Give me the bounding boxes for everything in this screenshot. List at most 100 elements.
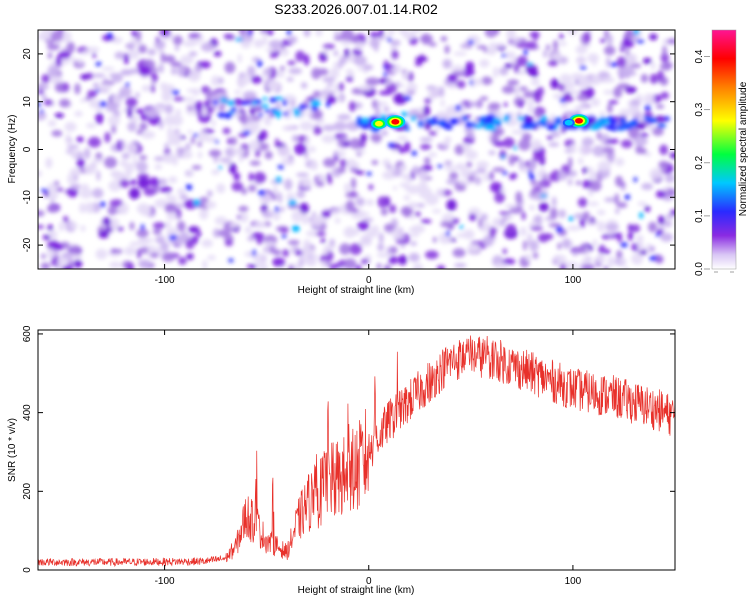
heatmap-cell bbox=[659, 144, 669, 156]
heatmap-cell bbox=[139, 155, 148, 161]
heatmap-cell bbox=[120, 69, 133, 76]
heatmap-cell bbox=[449, 171, 459, 180]
heatmap-cell bbox=[348, 101, 356, 112]
heatmap-cell bbox=[234, 89, 242, 95]
heatmap-cell bbox=[372, 99, 377, 110]
heatmap-cell bbox=[263, 115, 272, 126]
snr-panel: -100 0 100 0 200 400 600 Height of straight l… bbox=[7, 325, 676, 596]
heatmap-cell bbox=[353, 55, 367, 66]
snr-x-axis: -100 0 100 bbox=[155, 330, 582, 587]
heatmap-cell bbox=[310, 160, 318, 171]
heatmap-cell bbox=[620, 46, 625, 53]
heatmap-cell bbox=[172, 35, 183, 46]
heatmap-cell bbox=[159, 186, 172, 193]
heatmap-line-cell bbox=[524, 116, 534, 122]
heatmap-cell bbox=[152, 222, 166, 229]
heatmap-cell bbox=[383, 72, 388, 77]
heatmap-cell bbox=[110, 170, 122, 178]
heatmap-cell bbox=[303, 239, 311, 250]
heatmap-cell bbox=[166, 191, 171, 202]
heatmap-cell bbox=[631, 224, 641, 233]
heatmap-y-tick-label: -20 bbox=[22, 237, 33, 252]
heatmap-cell bbox=[621, 39, 635, 48]
heatmap-cell bbox=[615, 157, 625, 167]
heatmap-cell bbox=[224, 61, 236, 74]
heatmap-cell bbox=[253, 39, 264, 48]
heatmap-cell bbox=[291, 225, 300, 232]
heatmap-cell bbox=[326, 100, 331, 108]
heatmap-cell bbox=[188, 70, 201, 82]
heatmap-cell bbox=[392, 169, 402, 177]
heatmap-line-cell bbox=[356, 116, 363, 123]
heatmap-cell bbox=[54, 243, 64, 251]
heatmap-cell bbox=[247, 65, 256, 77]
heatmap-cell bbox=[217, 229, 231, 237]
heatmap-cell bbox=[526, 62, 533, 66]
heatmap-cell bbox=[553, 254, 567, 265]
heatmap-line-cell bbox=[619, 117, 626, 124]
heatmap-cell bbox=[399, 82, 404, 89]
heatmap-cell bbox=[322, 76, 336, 83]
heatmap-cell bbox=[440, 221, 455, 228]
heatmap-cell bbox=[322, 43, 336, 50]
heatmap-cell bbox=[393, 93, 408, 105]
heatmap-line-cell bbox=[589, 124, 600, 130]
heatmap-cell bbox=[501, 53, 507, 58]
heatmap-cell bbox=[46, 43, 60, 51]
heatmap-cell bbox=[597, 160, 611, 172]
heatmap-cell bbox=[589, 180, 602, 192]
heatmap-cell bbox=[103, 156, 118, 169]
heatmap-cell bbox=[71, 56, 76, 64]
heatmap-cell bbox=[349, 243, 362, 256]
heatmap-cell bbox=[51, 130, 63, 137]
heatmap-cell bbox=[268, 209, 274, 214]
heatmap-cell bbox=[447, 74, 458, 83]
heatmap-cell bbox=[349, 35, 362, 43]
heatmap-cell bbox=[46, 205, 59, 213]
heatmap-line-cell bbox=[606, 125, 615, 131]
heatmap-cell bbox=[257, 263, 269, 269]
heatmap-cell bbox=[343, 226, 357, 238]
heatmap-cell bbox=[465, 61, 475, 71]
heatmap-cell bbox=[216, 183, 226, 194]
heatmap-cell bbox=[188, 33, 201, 39]
heatmap-cell bbox=[92, 188, 104, 199]
heatmap-cell bbox=[664, 220, 672, 228]
heatmap-cell bbox=[665, 213, 674, 220]
heatmap-cell bbox=[351, 162, 360, 169]
heatmap-peaks bbox=[371, 114, 589, 130]
heatmap-cell bbox=[444, 45, 450, 54]
heatmap-cell bbox=[95, 61, 102, 67]
heatmap-cell bbox=[488, 150, 496, 156]
heatmap-cell bbox=[377, 196, 388, 208]
heatmap-cell bbox=[284, 178, 293, 191]
heatmap-cell bbox=[459, 225, 464, 230]
heatmap-cell bbox=[580, 258, 593, 264]
heatmap-cell bbox=[381, 129, 388, 137]
heatmap-cell bbox=[273, 184, 278, 196]
heatmap-cell bbox=[40, 188, 49, 193]
heatmap-cell bbox=[47, 224, 54, 231]
heatmap-cell bbox=[657, 70, 664, 82]
heatmap-cell bbox=[185, 184, 193, 191]
heatmap-cell bbox=[403, 95, 412, 101]
heatmap-cell bbox=[605, 230, 615, 236]
heatmap-cell bbox=[77, 58, 83, 65]
heatmap-cell bbox=[664, 62, 673, 68]
heatmap-cell bbox=[575, 180, 582, 186]
heatmap-cell bbox=[529, 161, 535, 174]
heatmap-cell bbox=[87, 136, 101, 148]
heatmap-cell bbox=[199, 60, 211, 69]
heatmap-peak bbox=[375, 120, 383, 127]
heatmap-cell bbox=[649, 255, 658, 261]
heatmap-cell bbox=[185, 239, 195, 250]
heatmap-cell bbox=[476, 45, 488, 50]
heatmap-line-cell bbox=[540, 115, 548, 123]
heatmap-cell bbox=[579, 216, 586, 229]
heatmap-cell bbox=[333, 82, 338, 95]
heatmap-cell bbox=[282, 249, 290, 257]
heatmap-cell bbox=[420, 219, 432, 224]
heatmap-cell bbox=[54, 82, 64, 93]
heatmap-cell bbox=[274, 206, 279, 213]
heatmap-cell bbox=[206, 190, 213, 198]
